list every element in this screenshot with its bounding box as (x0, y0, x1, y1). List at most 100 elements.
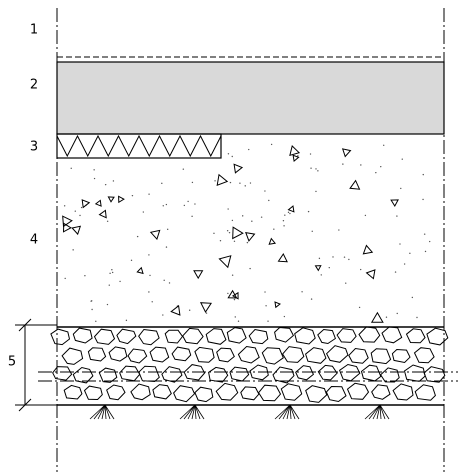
root (289, 404, 296, 420)
gravel-stone (379, 367, 400, 383)
aggregate-dot (165, 246, 168, 248)
gravel-stone (164, 329, 184, 344)
aggregate-triangle (118, 195, 125, 204)
gravel-stone (138, 365, 160, 383)
aggregate-dot (188, 309, 191, 311)
layer-label: 5 (8, 355, 16, 370)
aggregate-dot (311, 230, 313, 232)
aggregate-triangle (193, 270, 204, 280)
gravel-stone (194, 386, 214, 403)
aggregate-dot (423, 233, 426, 235)
root (289, 404, 300, 420)
aggregate-dot (191, 215, 193, 218)
aggregate-triangle (289, 145, 301, 157)
aggregate-dot (151, 301, 153, 303)
aggregate-dot (93, 177, 96, 180)
aggregate-dot (318, 257, 321, 260)
aggregate-dot (310, 167, 312, 169)
gravel-stone (272, 366, 295, 384)
aggregate-dot (229, 181, 232, 184)
aggregate-dot (90, 300, 92, 302)
aggregate-dot (249, 267, 251, 270)
aggregate-dot (320, 274, 322, 276)
aggregate-dot (183, 204, 186, 207)
aggregate-triangle (71, 225, 82, 236)
root (274, 404, 291, 420)
aggregate-dot (332, 256, 334, 258)
aggregate-dot (422, 198, 424, 201)
aggregate-dot (112, 180, 115, 182)
gravel-stone (338, 363, 361, 382)
aggregate-triangle (233, 163, 244, 174)
aggregate-dot (231, 219, 234, 222)
aggregate-triangle (199, 302, 212, 314)
aggregate-dot (399, 243, 401, 245)
aggregate-dot (109, 272, 111, 275)
insulation-zigzag (56, 134, 222, 158)
aggregate-dot (328, 266, 330, 269)
gravel-stone (257, 384, 282, 402)
aggregate-dot (403, 263, 406, 265)
aggregate-triangle (365, 269, 376, 280)
gravel-stone (305, 347, 327, 364)
aggregate-dot (95, 320, 97, 322)
gravel-stone (173, 385, 196, 403)
gravel-stone (405, 328, 426, 344)
aggregate-dot (125, 319, 128, 322)
root (187, 404, 196, 420)
aggregate-dot (79, 214, 81, 217)
aggregate-dot (268, 199, 270, 202)
gravel-stone (63, 384, 83, 400)
aggregate-dot (283, 315, 286, 318)
gravel-stone (72, 366, 94, 384)
gravel-stone (414, 384, 436, 401)
root (104, 404, 115, 420)
gravel-stone (423, 366, 446, 383)
aggregate-dot (237, 320, 240, 322)
aggregate-dot (182, 168, 185, 170)
aggregate-dot (264, 190, 266, 192)
aggregate-dot (396, 312, 398, 315)
aggregate-dot (282, 220, 285, 222)
gravel-stone (106, 384, 126, 401)
gravel-stone (138, 328, 160, 346)
aggregate-dot (394, 271, 397, 273)
root (379, 404, 390, 420)
aggregate-dot (213, 232, 215, 235)
gravel-stone (72, 327, 93, 344)
root (194, 404, 201, 420)
aggregate-dot (364, 214, 367, 217)
gravel-stone (317, 328, 337, 345)
root (179, 404, 196, 420)
aggregate-dot (131, 194, 134, 197)
gravel-stone (130, 383, 151, 401)
aggregate-dot (301, 291, 303, 293)
aggregate-dot (106, 303, 109, 306)
hatching (50, 143, 449, 420)
aggregate-dot (231, 274, 234, 276)
aggregate-triangle (149, 229, 161, 241)
layer-label: 1 (30, 23, 38, 38)
aggregate-dot (315, 190, 317, 193)
gravel-stone (348, 347, 369, 364)
aggregate-dot (233, 298, 236, 301)
gravel-stone (226, 327, 247, 344)
gravel-stone (317, 364, 338, 381)
aggregate-triangle (98, 209, 107, 219)
aggregate-triangle (349, 179, 361, 190)
aggregate-dot (411, 296, 414, 299)
gravel-stone (108, 346, 128, 362)
aggregate-dot (119, 280, 121, 283)
aggregate-triangle (362, 244, 374, 255)
aggregate-triangle (274, 301, 281, 309)
aggregate-dot (348, 258, 350, 261)
aggregate-dot (358, 306, 361, 309)
gravel-stone (391, 348, 411, 364)
root (278, 404, 291, 420)
aggregate-dot (317, 170, 319, 172)
aggregate-dot (130, 259, 133, 262)
gravel-stone (149, 346, 170, 363)
root (372, 404, 381, 420)
gravel-stone (261, 347, 284, 365)
